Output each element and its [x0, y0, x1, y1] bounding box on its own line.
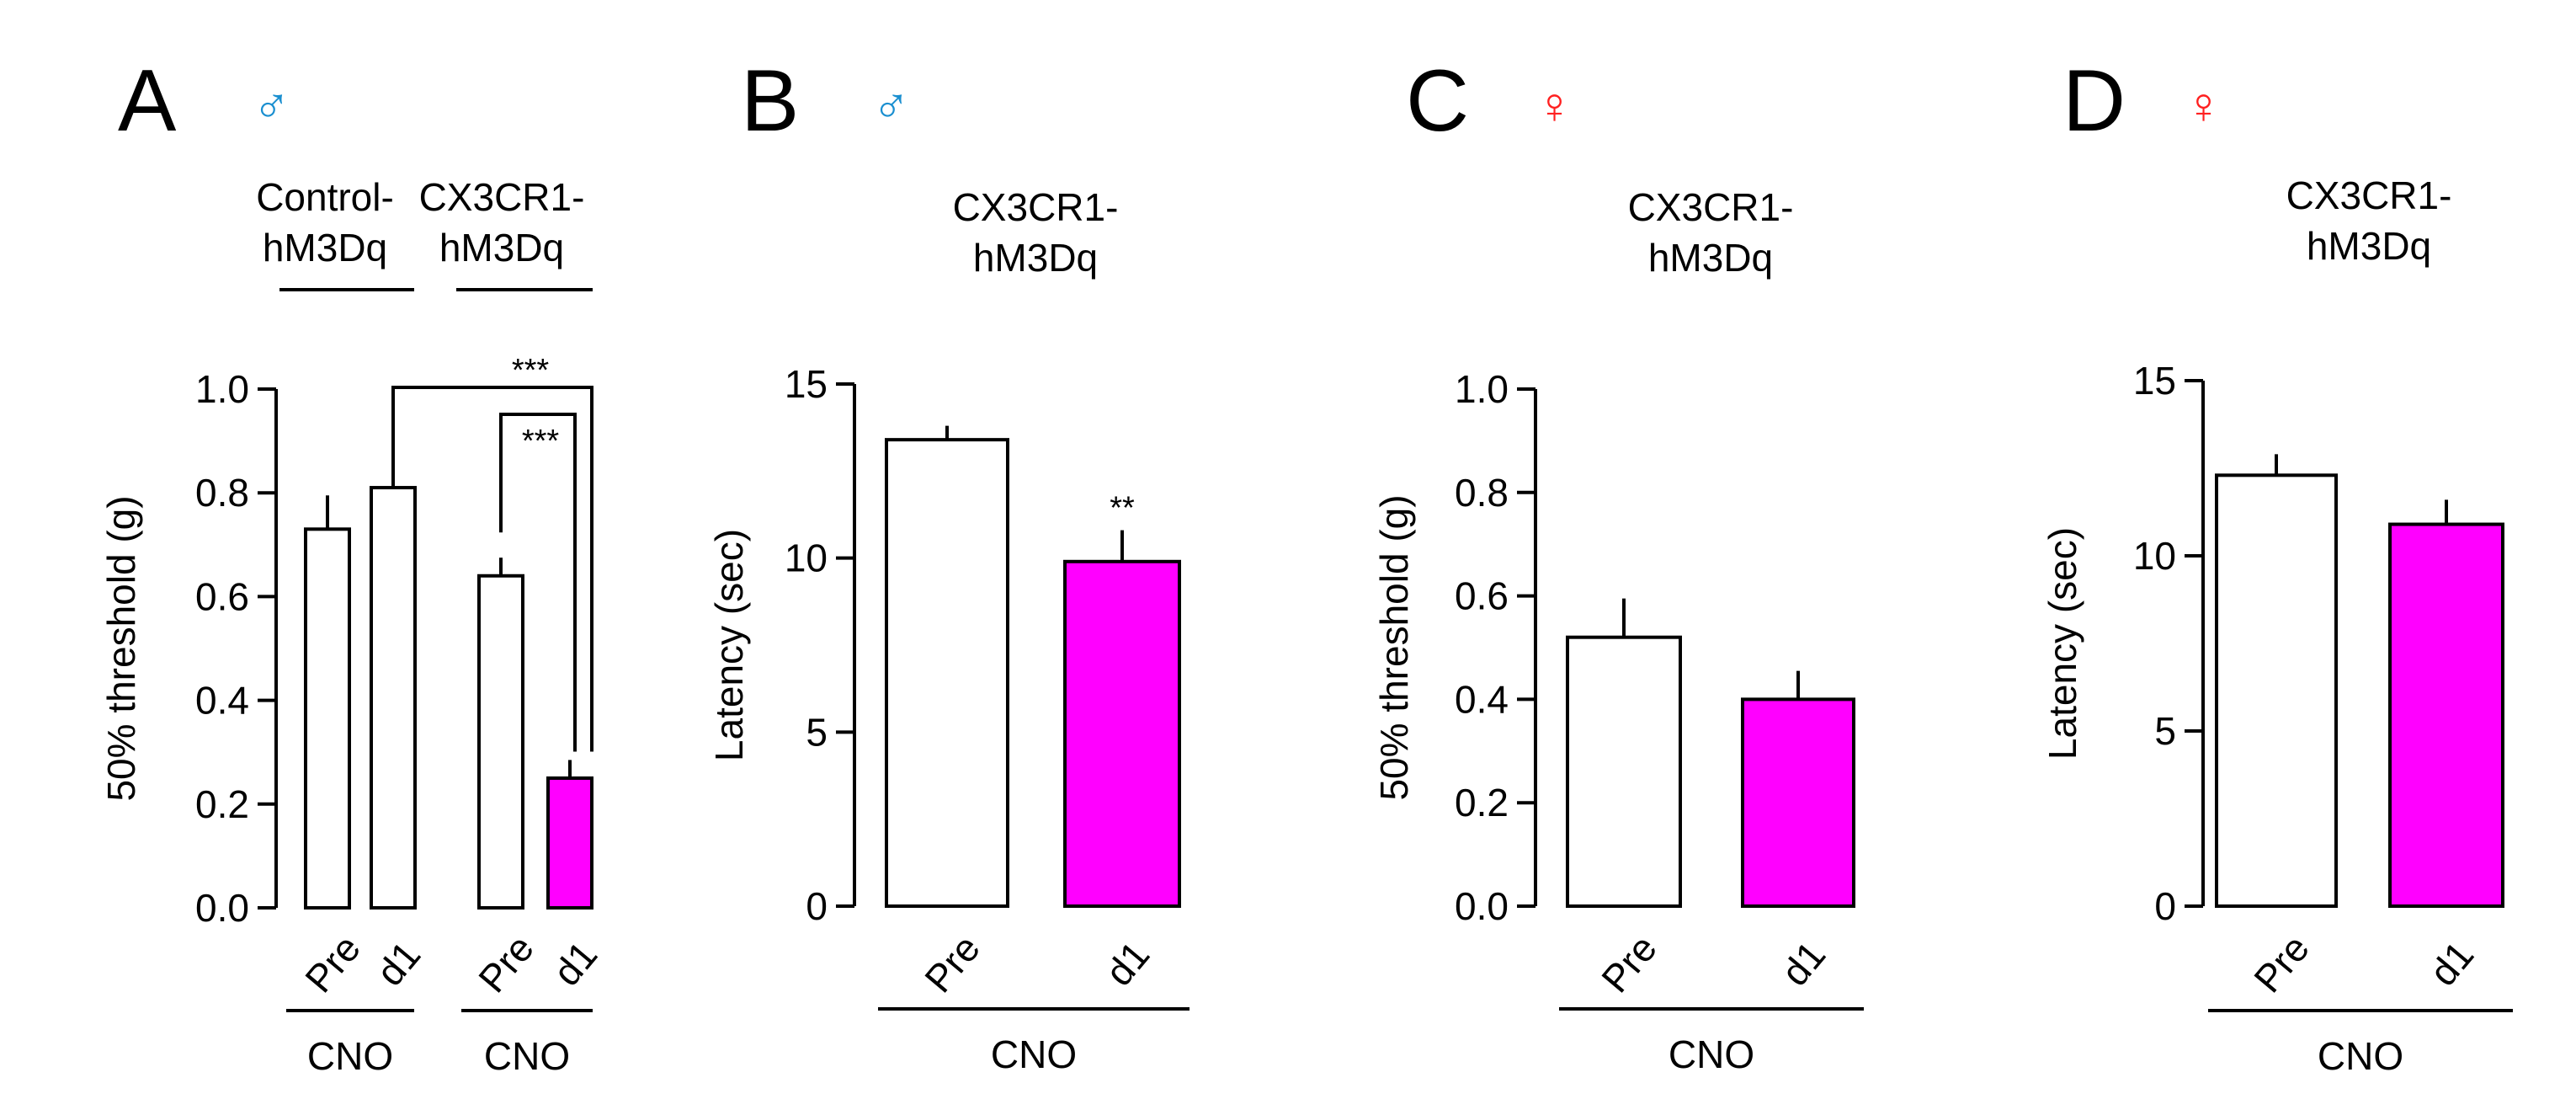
y-tick-label: 1.0	[1455, 367, 1509, 411]
bar-d1	[370, 486, 417, 910]
x-tick-label: Pre	[470, 926, 542, 1000]
significance-label: ***	[512, 353, 550, 388]
significance-label: ***	[522, 424, 560, 459]
significance-label: **	[1110, 491, 1135, 526]
y-tick-label: 15	[785, 362, 828, 406]
group-label: CX3CR1-	[419, 175, 585, 219]
bar-pre	[2215, 473, 2338, 908]
group-label: hM3Dq	[2307, 224, 2431, 268]
bar-d1	[2388, 522, 2504, 908]
y-tick-label: 10	[2133, 534, 2176, 578]
y-axis-label: 50% threshold (g)	[1372, 494, 1416, 800]
group-label: CX3CR1-	[1628, 185, 1794, 229]
panel-label: B	[741, 52, 799, 150]
panel-a: A ♂ 0.0 0.2 0.4 0.6 0.8 1.0 50% threshold (g) Pre…	[99, 52, 605, 1078]
group-label: hM3Dq	[439, 226, 564, 269]
sex-symbol: ♀	[2185, 77, 2222, 134]
panel-label: D	[2062, 52, 2126, 150]
y-axis-label: Latency (sec)	[2041, 527, 2084, 760]
y-tick-label: 0.8	[1455, 471, 1509, 515]
sex-symbol: ♂	[253, 77, 290, 134]
treatment-label: CNO	[2318, 1034, 2403, 1078]
y-tick-label: 5	[806, 710, 828, 754]
y-tick-label: 0	[2154, 884, 2176, 928]
group-label: CX3CR1-	[2286, 173, 2452, 217]
significance-bracket-inner	[499, 413, 577, 752]
bar-d1	[546, 776, 593, 910]
panel-c: C ♀ 0.0 0.2 0.4 0.6 0.8 1.0 50% threshold (g) Pre…	[1372, 52, 1864, 1076]
y-tick-label: 0.2	[1455, 781, 1509, 824]
panel-b: B ♂ 0 5 10 15 Latency (sec) Pre d1 ** CX3CR1- hM3Dq…	[707, 52, 1190, 1076]
x-tick-label: Pre	[296, 926, 369, 1000]
y-tick-label: 15	[2133, 359, 2176, 403]
y-tick-label: 0.6	[195, 574, 249, 618]
group-label: Control-	[256, 175, 394, 219]
y-tick-label: 0.0	[1455, 884, 1509, 928]
panel-label: A	[118, 52, 177, 150]
group-label: hM3Dq	[1648, 236, 1773, 280]
x-tick-label: d1	[368, 933, 429, 995]
x-tick-label: d1	[2421, 933, 2483, 995]
x-tick-label: d1	[545, 933, 606, 995]
y-tick-label: 0.0	[195, 886, 249, 930]
treatment-label: CNO	[484, 1034, 570, 1078]
bar-pre	[885, 438, 1009, 908]
sex-symbol: ♀	[1535, 77, 1573, 134]
panel-label: C	[1406, 52, 1469, 150]
x-tick-label: d1	[1097, 933, 1158, 995]
y-tick-label: 5	[2154, 709, 2176, 753]
significance-bracket-outer	[391, 386, 593, 752]
x-tick-label: Pre	[2245, 926, 2318, 1000]
treatment-label: CNO	[307, 1034, 393, 1078]
group-label: hM3Dq	[263, 226, 387, 269]
y-tick-label: 10	[785, 536, 828, 580]
group-label: CX3CR1-	[953, 185, 1119, 229]
sex-symbol: ♂	[872, 77, 910, 134]
bar-d1	[1741, 697, 1855, 909]
y-tick-label: 0.4	[195, 679, 249, 723]
y-axis-label: 50% threshold (g)	[99, 495, 143, 801]
treatment-label: CNO	[1669, 1032, 1754, 1076]
y-tick-label: 0.6	[1455, 574, 1509, 618]
y-tick-label: 0.4	[1455, 677, 1509, 721]
y-axis-label: Latency (sec)	[707, 529, 751, 761]
y-tick-label: 0	[806, 884, 828, 928]
x-tick-label: Pre	[1593, 926, 1665, 1000]
group-label: hM3Dq	[973, 236, 1098, 280]
panel-d: D ♀ 0 5 10 15 Latency (sec) Pre d1 CX3CR1- hM3Dq CN…	[2041, 52, 2513, 1078]
bar-pre	[1566, 635, 1682, 908]
y-tick-label: 1.0	[195, 367, 249, 411]
treatment-label: CNO	[991, 1032, 1077, 1076]
x-tick-label: Pre	[916, 926, 988, 1000]
x-tick-label: d1	[1773, 933, 1834, 995]
y-tick-label: 0.8	[195, 471, 249, 515]
y-tick-label: 0.2	[195, 782, 249, 826]
bar-pre	[477, 574, 524, 910]
bar-d1	[1063, 559, 1181, 908]
bar-pre	[304, 527, 351, 910]
